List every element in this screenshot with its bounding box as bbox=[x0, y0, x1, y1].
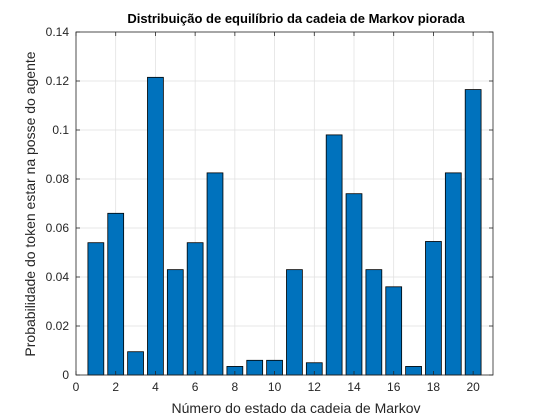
y-tick-label: 0.08 bbox=[46, 172, 70, 186]
chart-title: Distribuição de equilíbrio da cadeia de … bbox=[127, 11, 465, 26]
bar-state-3 bbox=[127, 351, 144, 376]
y-tick-label: 0.1 bbox=[52, 123, 69, 137]
x-tick-label: 10 bbox=[268, 380, 282, 394]
bar-state-6 bbox=[186, 242, 204, 376]
bar-state-18 bbox=[425, 241, 442, 376]
y-axis-label: Probabilidade do token estar na posse do… bbox=[22, 51, 38, 356]
x-axis-label: Número do estado da cadeia de Markov bbox=[171, 400, 420, 416]
x-tick-label: 20 bbox=[466, 380, 480, 394]
y-tick-label: 0.06 bbox=[46, 221, 70, 235]
bar-state-16 bbox=[385, 286, 403, 376]
x-tick-label: 14 bbox=[347, 380, 361, 394]
x-tick-label: 8 bbox=[232, 380, 239, 394]
bar-state-17 bbox=[405, 366, 422, 376]
y-tick-label: 0 bbox=[62, 368, 69, 382]
x-tick-label: 12 bbox=[308, 380, 322, 394]
bar-state-13 bbox=[325, 134, 343, 376]
x-tick-label: 0 bbox=[73, 380, 80, 394]
bar-state-9 bbox=[246, 359, 264, 376]
bar-state-5 bbox=[166, 269, 184, 376]
axes-box bbox=[75, 31, 494, 376]
y-tick-labels: 0 0.02 0.04 0.06 0.08 0.1 0.12 0.14 bbox=[46, 25, 70, 382]
y-tick-label: 0.04 bbox=[46, 270, 70, 284]
bar-state-14 bbox=[345, 193, 363, 376]
bar-state-2 bbox=[107, 212, 125, 376]
x-tick-labels: 0 2 4 6 8 10 12 14 16 18 20 bbox=[73, 380, 480, 394]
bar-state-1 bbox=[87, 242, 105, 376]
bar-state-15 bbox=[365, 269, 383, 376]
bar-state-19 bbox=[444, 172, 462, 376]
tick-marks bbox=[75, 31, 493, 376]
bar-state-4 bbox=[147, 76, 164, 376]
y-tick-label: 0.14 bbox=[46, 25, 70, 39]
bars bbox=[87, 76, 482, 376]
x-tick-label: 4 bbox=[152, 380, 159, 394]
x-tick-label: 6 bbox=[192, 380, 199, 394]
x-tick-label: 16 bbox=[387, 380, 401, 394]
y-tick-label: 0.02 bbox=[46, 319, 70, 333]
bar-state-7 bbox=[206, 172, 224, 376]
x-tick-label: 2 bbox=[112, 380, 119, 394]
x-tick-label: 18 bbox=[427, 380, 441, 394]
bar-state-20 bbox=[464, 89, 482, 376]
y-tick-label: 0.12 bbox=[46, 74, 70, 88]
bar-state-11 bbox=[286, 269, 303, 376]
